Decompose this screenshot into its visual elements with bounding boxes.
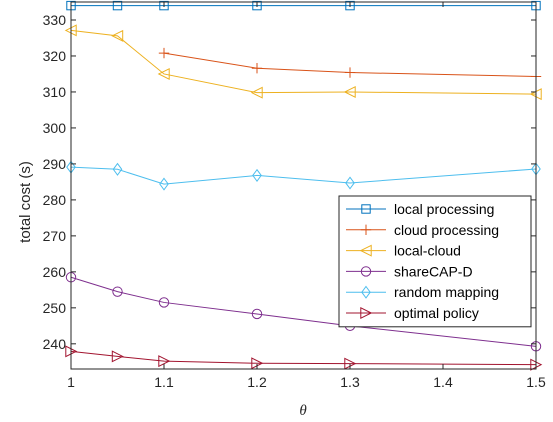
data-point (157, 67, 170, 80)
series-line (163, 52, 537, 77)
legend-marker (360, 306, 373, 320)
axes-box (70, 1, 537, 370)
legend-entry: local processing (346, 201, 494, 217)
data-point (345, 0, 355, 11)
x-tick-label: 1.2 (247, 374, 267, 390)
y-tick-label: 290 (43, 156, 67, 172)
legend-label: cloud processing (394, 222, 499, 238)
data-point (112, 162, 123, 176)
data-point (159, 0, 169, 11)
data-point (343, 85, 356, 98)
series-cloud-processing (158, 47, 542, 82)
series-random-mapping (66, 160, 541, 191)
data-point (251, 63, 263, 74)
x-tick-label: 1 (67, 374, 75, 390)
data-point (111, 29, 124, 42)
legend-box (338, 195, 532, 328)
data-point (252, 0, 262, 11)
legend-entry: optimal policy (346, 305, 479, 321)
data-point (158, 47, 170, 59)
y-tick-label: 270 (43, 228, 67, 244)
legend-entry: random mapping (346, 284, 499, 300)
data-point (111, 350, 124, 363)
legend-label: local-cloud (394, 243, 461, 259)
data-point (112, 0, 123, 11)
y-tick-label: 280 (43, 192, 67, 208)
y-tick-label: 260 (43, 264, 67, 280)
legend-marker (359, 244, 372, 257)
series-line (70, 166, 537, 185)
axes-layer: 1 1.1 1.2 1.3 1.4 1.5 240 250 260 270 280 290 300 310… (43, 1, 546, 390)
legend-label: local processing (394, 201, 494, 217)
data-point (344, 67, 356, 78)
legend-entry: local-cloud (346, 243, 461, 259)
legend-entry: cloud processing (346, 222, 499, 238)
data-point (252, 168, 262, 182)
series-line (70, 29, 537, 95)
x-axis-label: θ (299, 403, 307, 419)
data-point (158, 297, 170, 308)
data-point (158, 355, 171, 368)
data-point (250, 86, 263, 99)
legend-marker (361, 285, 371, 299)
legend: local processing cloud processing local-cl… (338, 195, 532, 328)
legend-marker (361, 204, 371, 214)
legend-marker (360, 266, 372, 277)
x-tick-label: 1.4 (433, 374, 453, 390)
data-point (345, 176, 355, 190)
legend-label: random mapping (394, 284, 499, 300)
series-line (70, 276, 537, 347)
y-tick-label: 330 (43, 12, 67, 28)
y-tick-label: 240 (43, 336, 67, 352)
x-tick-label: 1.1 (154, 374, 174, 390)
series-line (70, 350, 537, 366)
legend-entry: shareCAP-D (346, 263, 473, 279)
legend-marker (360, 224, 372, 235)
y-tick-label: 320 (43, 48, 67, 64)
x-tick-label: 1.3 (340, 374, 360, 390)
y-tick-label: 250 (43, 300, 67, 316)
y-axis-label: total cost (s) (17, 161, 34, 243)
series-local-processing (66, 0, 541, 11)
data-point (159, 177, 169, 191)
data-point (112, 286, 123, 297)
y-tick-label: 300 (43, 120, 67, 136)
series-layer (64, 0, 543, 371)
legend-label: shareCAP-D (394, 263, 473, 279)
y-tick-label: 310 (43, 84, 67, 100)
legend-label: optimal policy (394, 305, 479, 321)
data-point (251, 308, 263, 320)
x-tick-label: 1.5 (526, 374, 546, 390)
